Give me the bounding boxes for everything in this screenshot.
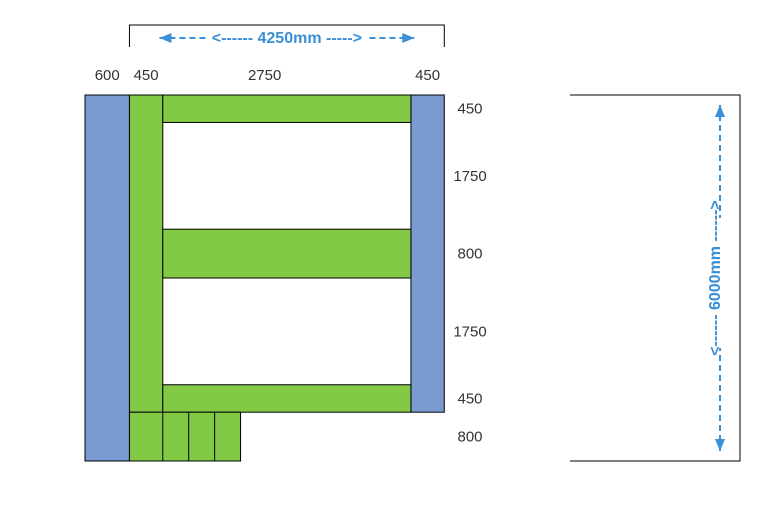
right-dim-5: 800: [457, 429, 482, 446]
top-arrow-head-right: [402, 33, 414, 43]
right-overall-label: <------ 6000mm ------>: [707, 200, 724, 356]
bottom-green-beam: [163, 385, 411, 412]
top-dim-2: 2750: [248, 67, 281, 84]
right-blue-column: [411, 95, 444, 412]
top-dim-1: 450: [134, 67, 159, 84]
top-arrow-head-left: [159, 33, 171, 43]
right-dim-4: 450: [457, 390, 482, 407]
right-dim-1: 1750: [453, 168, 486, 185]
right-dim-2: 800: [457, 246, 482, 263]
top-overall-label: <------ 4250mm ----->: [212, 30, 362, 47]
top-dim-0: 600: [95, 67, 120, 84]
top-green-beam: [163, 95, 411, 122]
top-dim-3: 450: [415, 67, 440, 84]
mid-green-beam: [163, 229, 411, 278]
diagram-canvas: <------ 4250mm -----> 600 450 2750 450 450 175…: [0, 0, 760, 507]
right-dim-0: 450: [457, 101, 482, 118]
bottom-green-slab: [129, 412, 240, 461]
right-arrow-head-bottom: [715, 439, 725, 451]
right-arrow-head-top: [715, 105, 725, 117]
right-dim-3: 1750: [453, 323, 486, 340]
left-blue-column: [85, 95, 129, 461]
narrow-green-column: [129, 95, 162, 412]
main-drawing: [85, 95, 444, 461]
